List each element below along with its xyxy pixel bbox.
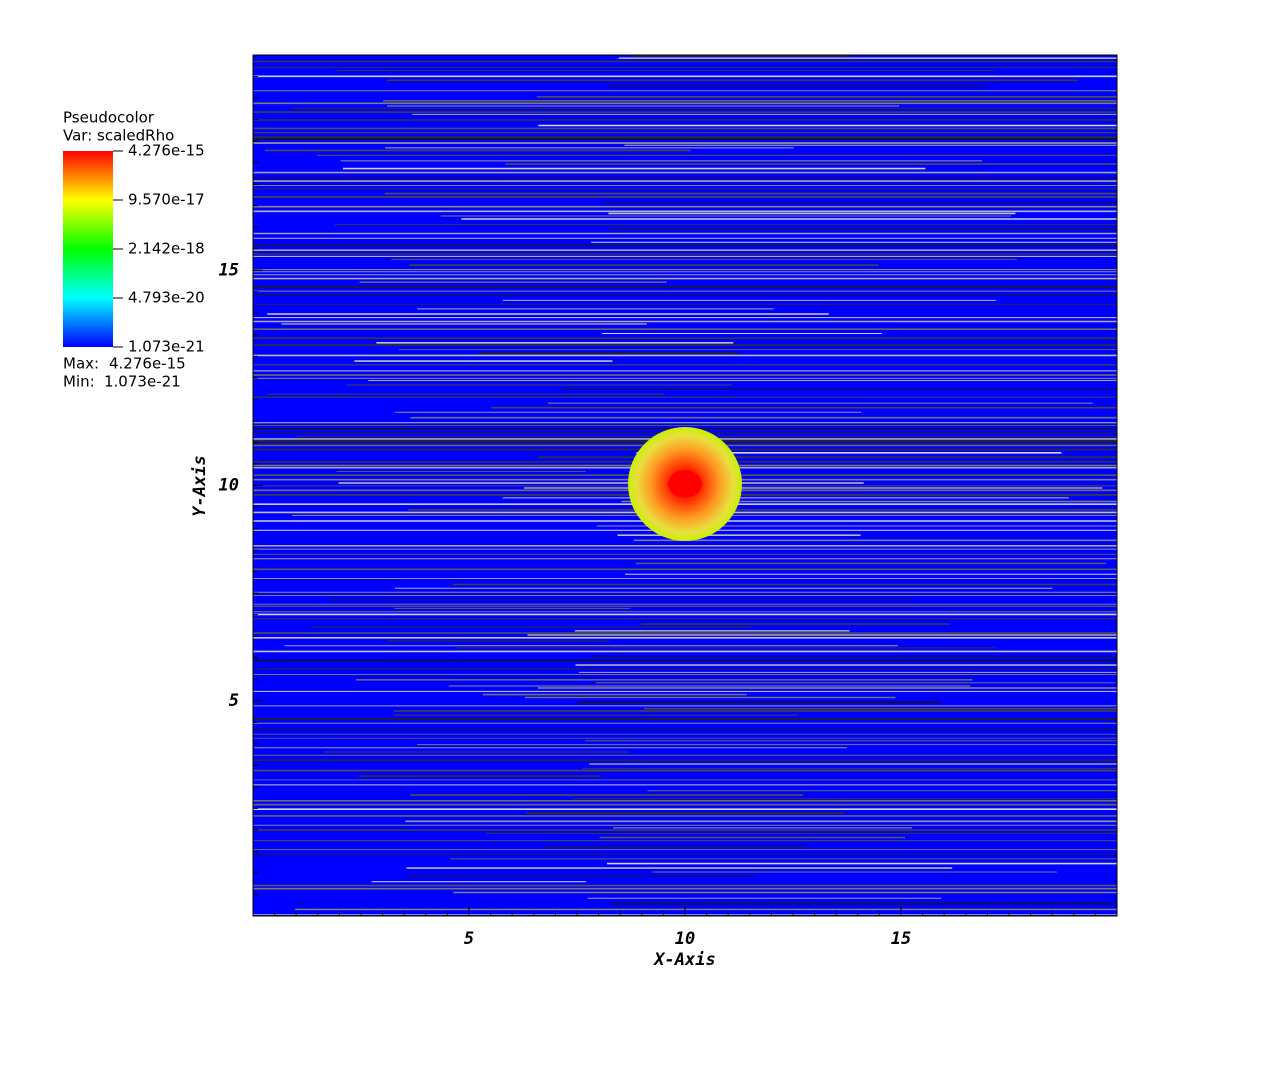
colorbar-tick-label: 4.793e-20 xyxy=(128,289,205,307)
density-core xyxy=(668,470,702,498)
x-axis-label: X-Axis xyxy=(652,950,715,970)
legend-min-label: Min: xyxy=(63,373,95,391)
colorbar-tick-label: 9.570e-17 xyxy=(128,191,205,209)
colorbar-tick-label: 4.276e-15 xyxy=(128,142,205,160)
colorbar xyxy=(63,151,113,347)
colorbar-tick-label: 1.073e-21 xyxy=(128,338,205,356)
y-axis-label: Y-Axis xyxy=(190,455,210,516)
legend-min: 1.073e-21 xyxy=(104,373,181,391)
x-tick-label: 10 xyxy=(675,929,695,949)
y-tick-label: 5 xyxy=(229,691,239,711)
x-tick-label: 5 xyxy=(464,929,474,949)
y-tick-label: 15 xyxy=(219,260,239,280)
legend-variable: Var: scaledRho xyxy=(63,127,174,145)
y-tick-label: 10 xyxy=(219,476,239,496)
legend-max: 4.276e-15 xyxy=(109,355,186,373)
colorbar-tick-label: 2.142e-18 xyxy=(128,239,205,257)
legend-title: Pseudocolor xyxy=(63,109,155,127)
x-tick-label: 15 xyxy=(891,929,911,949)
legend-max-label: Max: xyxy=(63,355,99,373)
